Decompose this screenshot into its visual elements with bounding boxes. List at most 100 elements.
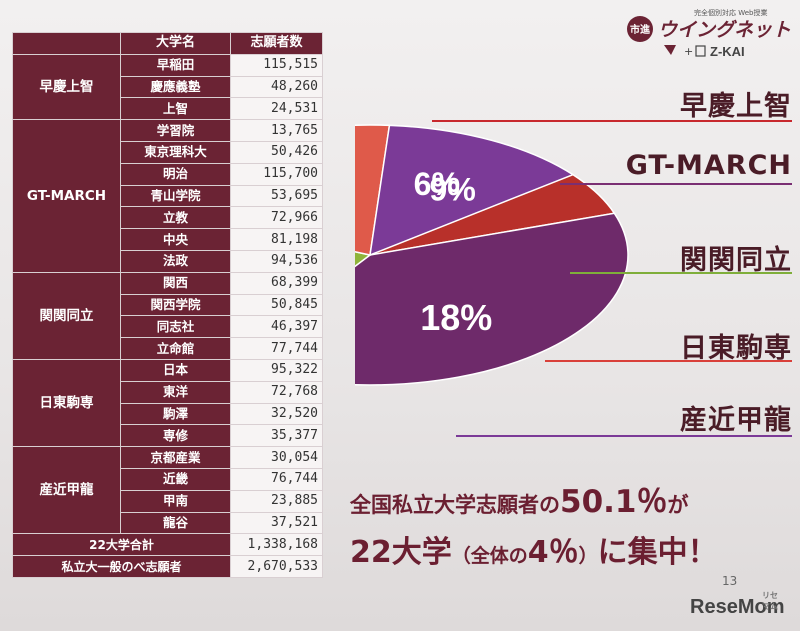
pie-slice-2 [355, 251, 372, 268]
applicants-cell: 77,744 [230, 337, 323, 360]
applicants-cell: 72,966 [230, 206, 323, 230]
headline-line2: 22大学（全体の4％）に集中！ [350, 527, 718, 571]
header-applicants: 志願者数 [230, 32, 323, 55]
university-cell: 中央 [120, 228, 231, 251]
category-label-2: 関関同立 [680, 245, 792, 276]
table-row: 専修 35,377 [13, 424, 323, 448]
header-university: 大学名 [120, 32, 231, 55]
applicants-cell: 13,765 [230, 119, 323, 142]
applicants-cell: 94,536 [230, 249, 323, 273]
university-cell: 東洋 [120, 380, 231, 404]
university-cell: 早稲田 [120, 53, 231, 77]
category-label-3: 日東駒専 [680, 333, 792, 364]
university-cell: 東京理科大 [120, 140, 231, 164]
table-row: 関西学院 50,845 [13, 293, 323, 317]
university-cell: 立教 [120, 206, 231, 230]
headline-percent: 50.1％ [560, 484, 668, 520]
table-row: 慶應義塾 48,260 [13, 75, 323, 99]
university-cell: 専修 [120, 424, 231, 448]
university-cell: 日本 [120, 358, 231, 382]
group-cell: 関関同立 [12, 271, 121, 360]
table-row: 中央 81,198 [13, 228, 323, 251]
total-row: 22大学合計 1,338,168 [12, 533, 323, 557]
total-value: 2,670,533 [230, 555, 323, 578]
applicants-cell: 37,521 [230, 511, 323, 535]
table-row: 産近甲龍 京都産業 30,054 [12, 446, 323, 535]
category-label-4: 産近甲龍 [680, 405, 792, 436]
university-cell: 関西学院 [120, 293, 231, 317]
table-header-row: 大学名 志願者数 [12, 32, 323, 55]
table-row: 東京理科大 50,426 [13, 140, 323, 164]
applicants-cell: 115,515 [230, 53, 323, 77]
resemom-watermark: ReseMom リセマム [690, 591, 785, 619]
table-row: GT-MARCH 学習院 13,765 [12, 119, 323, 273]
category-underline-0 [432, 120, 792, 122]
logo-name: ウイングネット [658, 19, 791, 41]
total-label: 私立大一般のべ志願者 [12, 555, 231, 578]
applicants-cell: 115,700 [230, 162, 323, 186]
pie-label-0: 9% [430, 171, 476, 207]
headline: 全国私立大学志願者の50.1％が 22大学（全体の4％）に集中！ [350, 476, 718, 571]
applicants-cell: 50,426 [230, 140, 323, 164]
table-row: 日東駒専 日本 95,322 [12, 358, 323, 448]
applicants-cell: 81,198 [230, 228, 323, 251]
table-row: 立教 72,966 [13, 206, 323, 230]
applicants-cell: 53,695 [230, 184, 323, 208]
pie-slice-3 [355, 124, 391, 256]
headline-4pct: 4％ [527, 535, 579, 570]
university-cell: 関西 [120, 271, 231, 295]
category-underline-1 [560, 183, 792, 185]
applicants-cell: 76,744 [230, 467, 323, 491]
svg-text:+: + [684, 45, 693, 58]
applicants-cell: 24,531 [230, 97, 323, 121]
category-underline-3 [545, 360, 792, 362]
logo-sub: Z-KAI [710, 44, 745, 59]
pie-slice-4 [369, 124, 575, 257]
pie-slice-1 [355, 212, 629, 386]
table-row: 甲南 23,885 [13, 489, 323, 513]
headline-concentrated: に集中！ [597, 535, 718, 570]
university-cell: 明治 [120, 162, 231, 186]
applicants-cell: 23,885 [230, 489, 323, 513]
category-underline-4 [456, 435, 792, 437]
pie-label-1: 18% [420, 297, 492, 338]
table-row: 近畿 76,744 [13, 467, 323, 491]
university-cell: 京都産業 [120, 446, 231, 469]
applicants-cell: 72,768 [230, 380, 323, 404]
university-cell: 青山学院 [120, 184, 231, 208]
category-label-1: GT-MARCH [625, 150, 792, 181]
applicants-cell: 50,845 [230, 293, 323, 317]
applicants-cell: 32,520 [230, 402, 323, 426]
headline-line1: 全国私立大学志願者の50.1％が [350, 476, 718, 521]
total-label: 22大学合計 [12, 533, 231, 557]
resemom-small: リセマム [762, 591, 778, 611]
university-cell: 甲南 [120, 489, 231, 513]
university-cell: 法政 [120, 249, 231, 273]
total-value: 1,338,168 [230, 533, 323, 557]
headline-line1-pre: 全国私立大学志願者の [350, 493, 560, 517]
logo-tag: 市進 [630, 23, 651, 36]
table-corner [12, 32, 121, 55]
table-row: 東洋 72,768 [13, 380, 323, 404]
group-cell: 産近甲龍 [12, 446, 121, 535]
headline-paren: ） [578, 545, 598, 567]
university-cell: 龍谷 [120, 511, 231, 535]
category-underline-2 [570, 272, 792, 274]
university-cell: 慶應義塾 [120, 75, 231, 99]
university-cell: 立命館 [120, 337, 231, 360]
university-cell: 同志社 [120, 315, 231, 339]
applicants-cell: 46,397 [230, 315, 323, 339]
category-label-0: 早慶上智 [680, 91, 792, 122]
table-row: 駒澤 32,520 [13, 402, 323, 426]
table-row: 関関同立 関西 68,399 [12, 271, 323, 360]
table-row: 法政 94,536 [13, 249, 323, 273]
applicants-table: 大学名 志願者数 早慶上智 早稲田 115,515 慶應義塾 48,260 上智 24,53… [12, 32, 323, 578]
applicants-cell: 68,399 [230, 271, 323, 295]
resemom-name: ReseMom [690, 596, 785, 618]
table-row: 上智 24,531 [13, 97, 323, 121]
group-cell: 早慶上智 [12, 53, 121, 121]
table-row: 同志社 46,397 [13, 315, 323, 339]
university-cell: 学習院 [120, 119, 231, 142]
group-cell: GT-MARCH [12, 119, 121, 273]
